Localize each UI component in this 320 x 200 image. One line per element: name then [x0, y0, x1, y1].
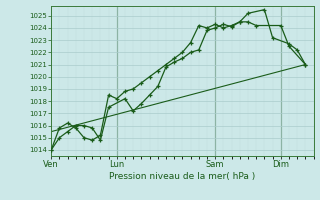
X-axis label: Pression niveau de la mer( hPa ): Pression niveau de la mer( hPa ): [109, 172, 256, 181]
